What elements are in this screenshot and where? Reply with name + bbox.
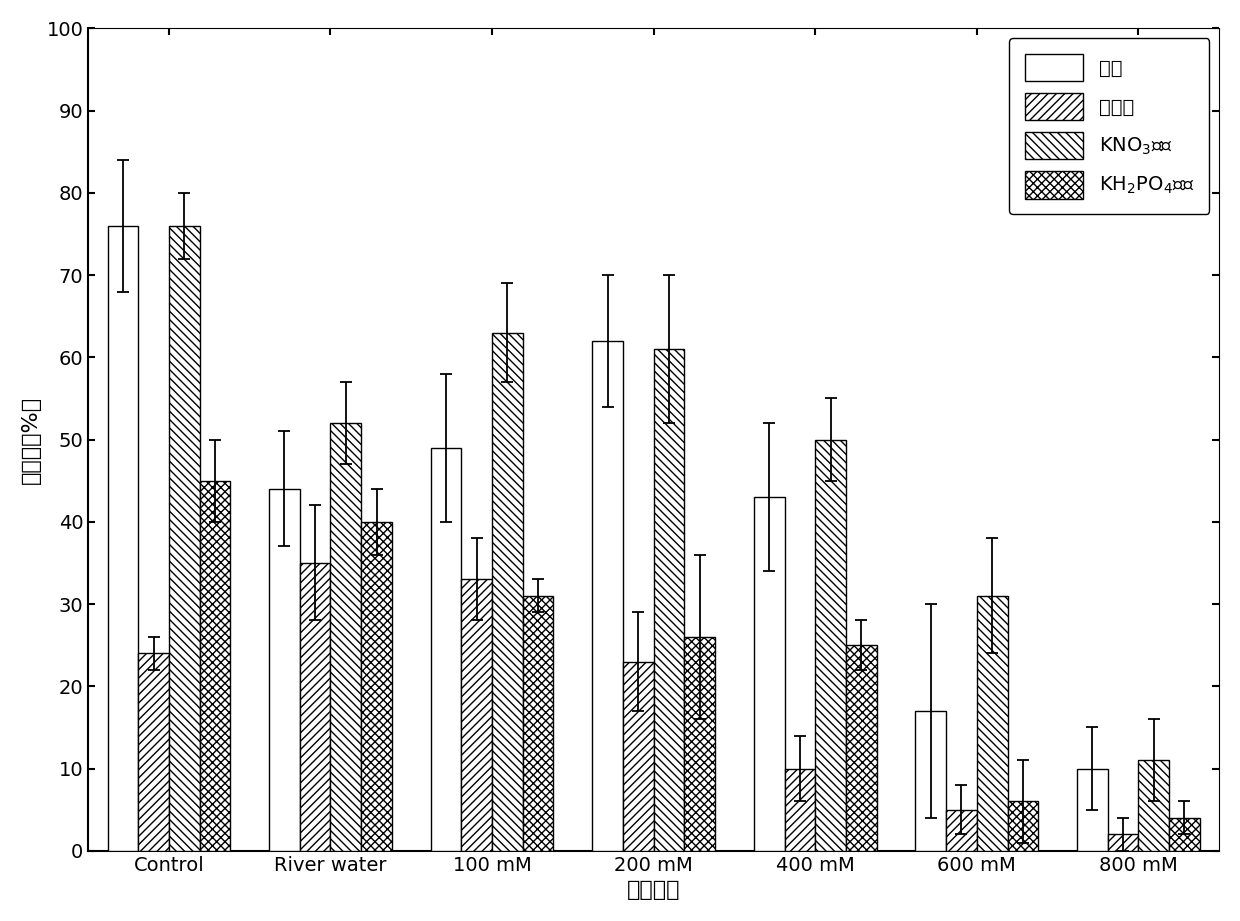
Bar xyxy=(492,332,523,851)
Bar xyxy=(361,522,392,851)
Bar xyxy=(1138,760,1169,851)
Bar xyxy=(331,423,361,851)
Y-axis label: 出芽率（%）: 出芽率（%） xyxy=(21,395,41,484)
Bar xyxy=(1169,818,1200,851)
X-axis label: 盐分含量: 盐分含量 xyxy=(627,880,681,900)
Bar xyxy=(269,489,300,851)
Bar xyxy=(977,596,1008,851)
Bar xyxy=(108,226,138,851)
Bar xyxy=(430,448,461,851)
Bar xyxy=(1107,834,1138,851)
Bar xyxy=(138,653,169,851)
Legend: 对照, 水引发, KNO$_3$引发, KH$_2$PO$_4$引发: 对照, 水引发, KNO$_3$引发, KH$_2$PO$_4$引发 xyxy=(1009,38,1209,215)
Bar xyxy=(946,810,977,851)
Bar xyxy=(300,563,331,851)
Bar xyxy=(754,497,785,851)
Bar xyxy=(622,661,653,851)
Bar xyxy=(785,768,815,851)
Bar xyxy=(846,645,877,851)
Bar xyxy=(523,596,553,851)
Bar xyxy=(1008,801,1038,851)
Bar xyxy=(1078,768,1107,851)
Bar xyxy=(169,226,200,851)
Bar xyxy=(815,439,846,851)
Bar xyxy=(915,711,946,851)
Bar xyxy=(653,349,684,851)
Bar xyxy=(200,481,231,851)
Bar xyxy=(684,637,715,851)
Bar xyxy=(461,579,492,851)
Bar xyxy=(593,341,622,851)
